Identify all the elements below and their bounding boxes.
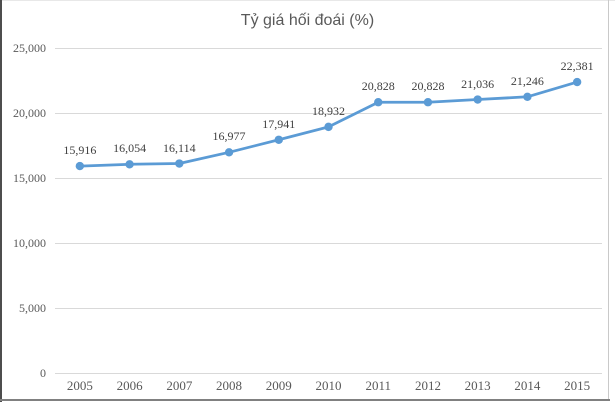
window-border-top [0, 0, 615, 1]
window-border-bottom [0, 399, 610, 401]
data-point-marker [274, 135, 283, 144]
x-tick-label: 2009 [265, 378, 292, 393]
y-tick-label: 10,000 [13, 236, 46, 250]
x-tick-label: 2015 [564, 378, 591, 393]
y-tick-label: 15,000 [13, 171, 46, 185]
data-label: 15,916 [63, 143, 97, 158]
window-border-left [0, 0, 2, 402]
gridline [55, 242, 602, 244]
x-tick-label: 2008 [216, 378, 243, 393]
data-point-marker [224, 148, 234, 157]
x-tick-label: 2012 [414, 378, 441, 393]
data-point-marker [125, 160, 134, 169]
data-label: 20,828 [361, 79, 395, 94]
data-label: 22,381 [560, 59, 594, 74]
gridline [55, 47, 602, 49]
x-tick-label: 2005 [66, 378, 93, 393]
data-label: 21,246 [510, 73, 544, 88]
gridline [55, 307, 602, 309]
data-label: 21,036 [461, 76, 495, 91]
x-tick-label: 2014 [514, 378, 541, 393]
data-label: 16,054 [113, 141, 147, 156]
gridline [55, 177, 602, 179]
chart-title: Tỷ giá hối đoái (%) [240, 12, 375, 29]
y-tick-label: 20,000 [13, 106, 46, 120]
data-point-marker [75, 161, 85, 171]
data-label: 20,828 [411, 79, 445, 94]
data-point-marker [523, 92, 532, 102]
data-point-marker [324, 122, 333, 132]
data-label: 16,977 [212, 129, 246, 144]
gridline [55, 112, 602, 114]
data-label: 16,114 [163, 140, 196, 155]
y-tick-label: 0 [40, 366, 46, 380]
y-tick-label: 5,000 [19, 301, 46, 315]
data-label: 18,932 [312, 103, 345, 118]
gridline [55, 372, 602, 374]
data-point-marker [423, 98, 433, 107]
data-point-marker [473, 95, 482, 104]
x-tick-label: 2011 [365, 378, 391, 393]
y-tick-label: 25,000 [13, 41, 46, 55]
data-point-marker [572, 77, 582, 87]
x-tick-label: 2007 [166, 378, 193, 393]
data-point-marker [175, 159, 184, 168]
window-border-right [608, 0, 609, 401]
x-tick-label: 2013 [464, 378, 491, 393]
data-label: 17,941 [262, 116, 296, 131]
data-point-marker [374, 98, 383, 107]
x-tick-label: 2006 [116, 378, 143, 393]
x-tick-label: 2010 [315, 378, 342, 393]
